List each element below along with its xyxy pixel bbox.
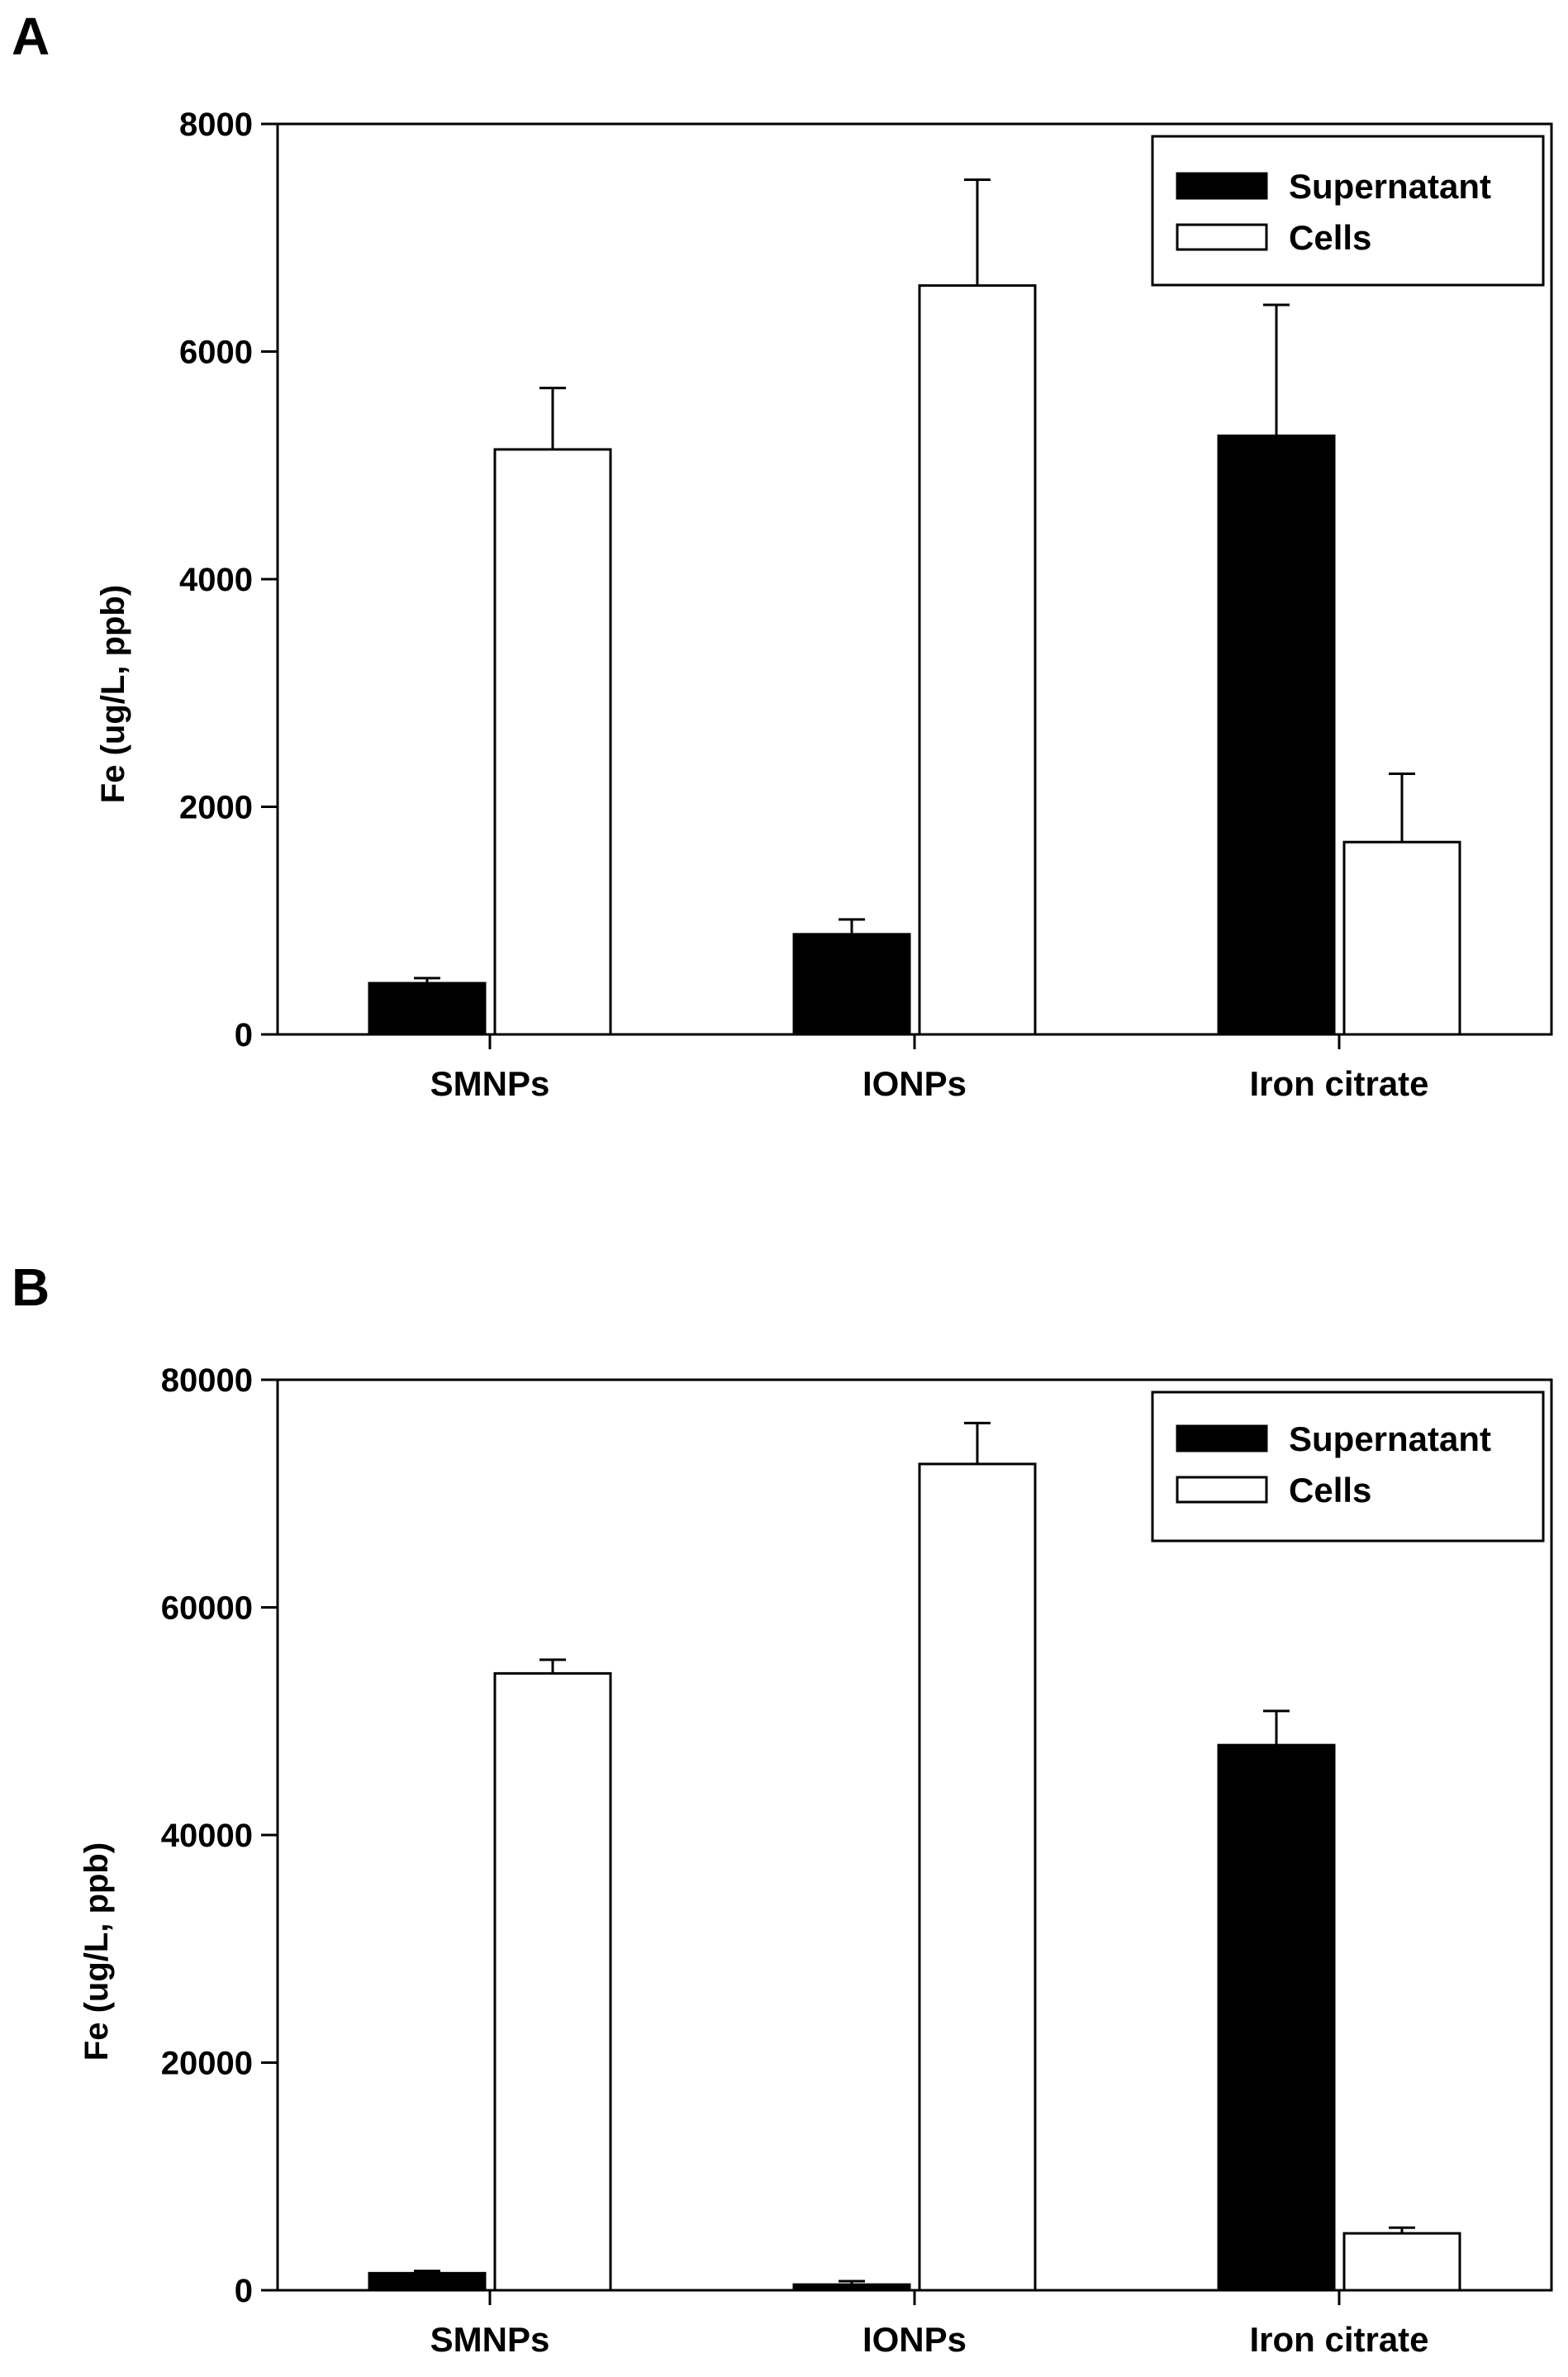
bar-supernatant-smnps <box>368 2271 487 2292</box>
legend: Supernatant Cells <box>1151 135 1545 287</box>
legend-swatch-supernatant <box>1176 172 1268 200</box>
legend: Supernatant Cells <box>1151 1391 1545 1543</box>
y-axis-title: Fe (ug/L, ppb) <box>95 585 131 803</box>
bar-supernatant-iron-citrate <box>1217 1743 1336 2292</box>
bar-cells-ionps <box>918 284 1037 1036</box>
y-tick-label: 60000 <box>161 1590 253 1627</box>
panel-letter: A <box>12 7 50 66</box>
legend-box <box>1151 135 1545 287</box>
y-tick-label: 0 <box>235 2273 253 2309</box>
panel-letter: B <box>12 1257 50 1317</box>
bar-cells-smnps <box>493 1671 612 2292</box>
x-tick-label-iron-citrate: Iron citrate <box>1249 2320 1428 2359</box>
legend-swatch-cells <box>1176 223 1268 251</box>
y-tick-label: 0 <box>235 1017 253 1053</box>
legend-box <box>1151 1391 1545 1543</box>
bar-cells-ionps <box>918 1462 1037 2292</box>
legend-swatch-cells <box>1176 1476 1268 1504</box>
y-tick-label: 20000 <box>161 2046 253 2082</box>
x-tick-label-ionps: IONPs <box>862 2320 967 2359</box>
y-tick-label: 80000 <box>161 1362 253 1399</box>
plot-frame <box>276 122 1553 1036</box>
y-tick-label: 6000 <box>179 335 253 371</box>
plot-frame <box>276 1378 1553 2292</box>
bar-cells-iron-citrate <box>1342 2232 1461 2292</box>
panel-b: B Fe (ug/L, ppb) 0 20000 40000 60000 80000 SM… <box>12 1257 1553 2359</box>
x-tick-label-ionps: IONPs <box>862 1064 967 1103</box>
bar-supernatant-iron-citrate <box>1217 434 1336 1036</box>
bar-supernatant-smnps <box>368 982 487 1036</box>
legend-label-cells: Cells <box>1289 218 1371 257</box>
bar-supernatant-ionps <box>792 933 911 1036</box>
bar-cells-smnps <box>493 448 612 1036</box>
y-tick-label: 40000 <box>161 1818 253 1854</box>
y-tick-label: 4000 <box>179 562 253 598</box>
legend-label-supernatant: Supernatant <box>1289 1419 1491 1458</box>
y-tick-label: 2000 <box>179 790 253 826</box>
y-axis-title: Fe (ug/L, ppb) <box>78 1842 115 2061</box>
legend-label-cells: Cells <box>1289 1471 1371 1509</box>
x-tick-label-iron-citrate: Iron citrate <box>1249 1064 1428 1103</box>
x-tick-label-smnps: SMNPs <box>430 1064 550 1103</box>
legend-swatch-supernatant <box>1176 1424 1268 1452</box>
bar-cells-iron-citrate <box>1342 840 1461 1036</box>
panel-a: A Fe (ug/L, ppb) 0 2000 4000 6000 8000 SMNPs I… <box>12 7 1553 1103</box>
legend-label-supernatant: Supernatant <box>1289 167 1491 206</box>
y-tick-label: 8000 <box>179 107 253 143</box>
x-tick-label-smnps: SMNPs <box>430 2320 550 2359</box>
